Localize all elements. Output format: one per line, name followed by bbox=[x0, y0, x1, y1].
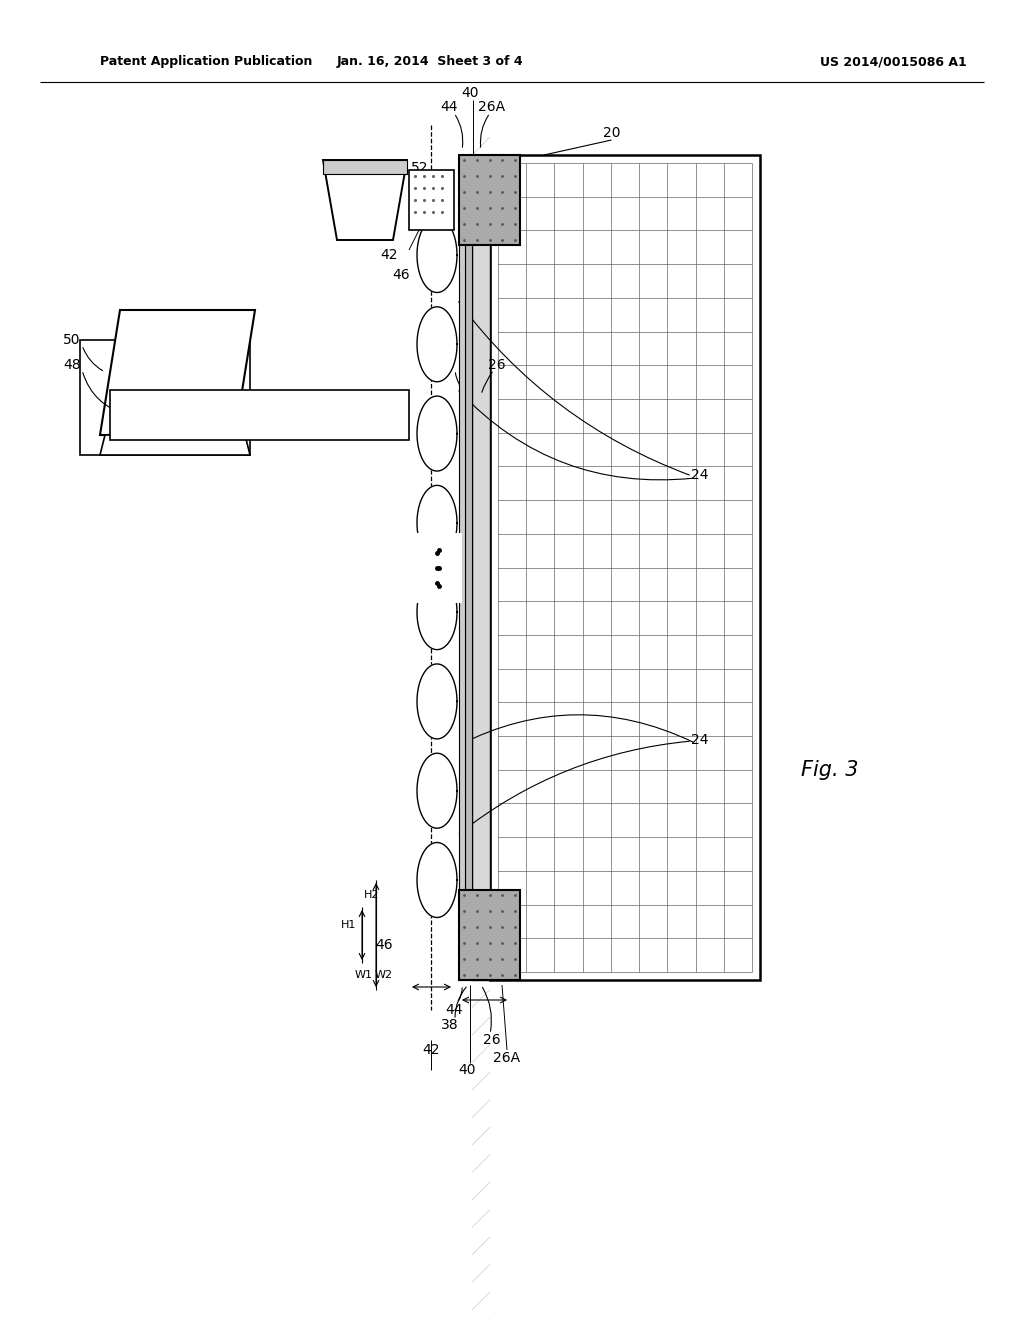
Bar bbox=[459, 154, 520, 246]
Text: 44: 44 bbox=[445, 1003, 463, 1016]
Bar bbox=[80, 341, 250, 455]
Polygon shape bbox=[417, 396, 457, 471]
Polygon shape bbox=[100, 436, 250, 455]
Text: 24: 24 bbox=[691, 469, 709, 482]
Text: Fig. 3: Fig. 3 bbox=[801, 760, 859, 780]
Bar bbox=[110, 389, 409, 440]
Bar bbox=[323, 160, 407, 174]
Polygon shape bbox=[323, 160, 407, 240]
Bar bbox=[412, 532, 462, 602]
Text: 44: 44 bbox=[440, 100, 458, 114]
Bar bbox=[409, 170, 454, 230]
Text: 24: 24 bbox=[691, 733, 709, 747]
Text: Patent Application Publication: Patent Application Publication bbox=[100, 55, 312, 69]
Text: 40: 40 bbox=[461, 86, 479, 100]
Bar bbox=[459, 890, 520, 979]
Text: W2: W2 bbox=[375, 970, 393, 979]
Polygon shape bbox=[417, 486, 457, 561]
Text: 20: 20 bbox=[603, 125, 621, 140]
Text: 26: 26 bbox=[488, 358, 506, 372]
Text: W1: W1 bbox=[355, 970, 373, 979]
Bar bbox=[490, 154, 760, 979]
Text: Jan. 16, 2014  Sheet 3 of 4: Jan. 16, 2014 Sheet 3 of 4 bbox=[337, 55, 523, 69]
Text: 26: 26 bbox=[483, 1034, 501, 1047]
Polygon shape bbox=[417, 574, 457, 649]
Polygon shape bbox=[417, 842, 457, 917]
Text: H2: H2 bbox=[365, 890, 380, 900]
Text: 52: 52 bbox=[412, 161, 429, 176]
Text: 38: 38 bbox=[438, 358, 456, 372]
Text: 26A: 26A bbox=[478, 100, 506, 114]
Polygon shape bbox=[100, 310, 255, 436]
Text: 50: 50 bbox=[63, 333, 81, 347]
Bar bbox=[465, 154, 472, 979]
Text: 42: 42 bbox=[422, 1043, 439, 1057]
Text: 48: 48 bbox=[63, 358, 81, 372]
Bar bbox=[472, 154, 490, 979]
Text: 42: 42 bbox=[380, 248, 397, 261]
Bar bbox=[459, 154, 465, 979]
Text: US 2014/0015086 A1: US 2014/0015086 A1 bbox=[820, 55, 967, 69]
Text: H1: H1 bbox=[341, 920, 356, 931]
Polygon shape bbox=[417, 754, 457, 828]
Text: 46: 46 bbox=[392, 268, 410, 282]
Text: 26A: 26A bbox=[494, 1051, 520, 1065]
Polygon shape bbox=[417, 306, 457, 381]
Polygon shape bbox=[417, 218, 457, 293]
Polygon shape bbox=[417, 664, 457, 739]
Text: 46: 46 bbox=[375, 939, 393, 952]
Bar bbox=[459, 890, 520, 979]
Bar bbox=[459, 154, 520, 246]
Text: 38: 38 bbox=[441, 1018, 459, 1032]
Text: 40: 40 bbox=[459, 1063, 476, 1077]
